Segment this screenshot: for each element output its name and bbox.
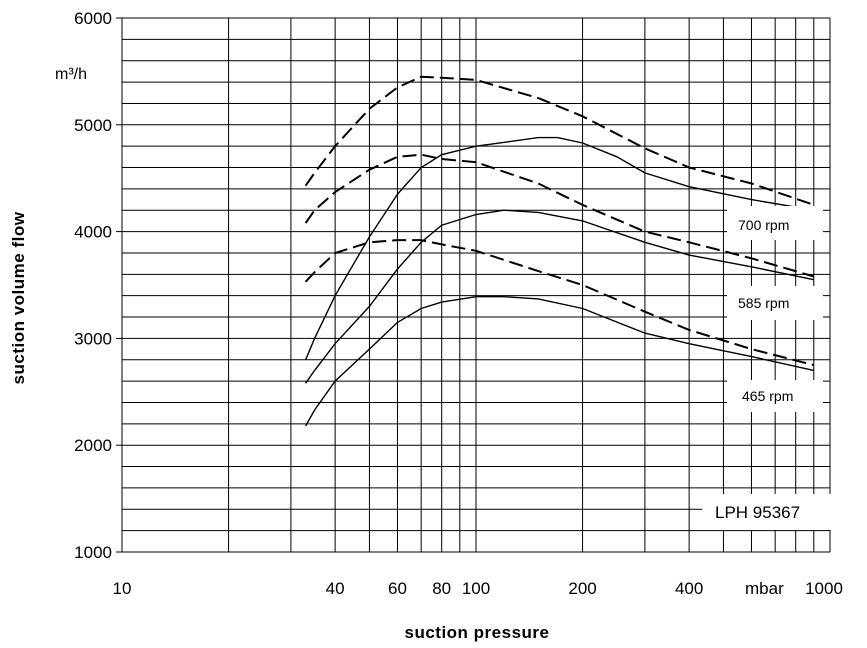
label-585-rpm: 585 rpm [738,295,789,311]
x-tick-label: 1000 [805,579,843,598]
y-axis-title: suction volume flow [9,211,28,384]
x-tick-label: 400 [675,579,703,598]
series-line-465-rpm-dashed [304,239,815,367]
curves [304,75,815,427]
label-box-700 [727,206,823,240]
y-unit-label: m³/h [55,66,87,83]
x-tick-label: 40 [326,579,345,598]
x-tick-label: 10 [113,579,132,598]
x-axis-title: suction pressure [405,623,550,642]
y-tick-label: 5000 [74,116,112,135]
tick-labels: 1000 2000 3000 4000 5000 6000 10 40 60 80 100 200 40… [74,9,843,598]
model-label: LPH 95367 [715,503,800,522]
series-line-465-rpm-solid [304,296,814,427]
x-unit-label: mbar [745,579,784,598]
x-tick-label: 80 [432,579,451,598]
label-465-rpm: 465 rpm [742,388,793,404]
series-line-585-rpm-dashed [304,153,815,278]
series-line-700-rpm-dashed [304,75,815,206]
label-700-rpm: 700 rpm [738,217,789,233]
series-line-585-rpm-solid [305,209,814,384]
x-tick-label: 100 [462,579,490,598]
y-tick-label: 6000 [74,9,112,28]
y-unit-box [50,60,106,84]
grid [116,17,831,553]
y-tick-label: 3000 [74,329,112,348]
x-tick-label: 200 [568,579,596,598]
series-line-700-rpm-solid [304,136,814,361]
label-box-585 [727,286,823,320]
y-tick-label: 4000 [74,223,112,242]
y-tick-label: 1000 [74,543,112,562]
label-box-465 [727,380,823,412]
y-tick-label: 2000 [74,436,112,455]
x-tick-label: 60 [388,579,407,598]
model-box [702,494,848,530]
